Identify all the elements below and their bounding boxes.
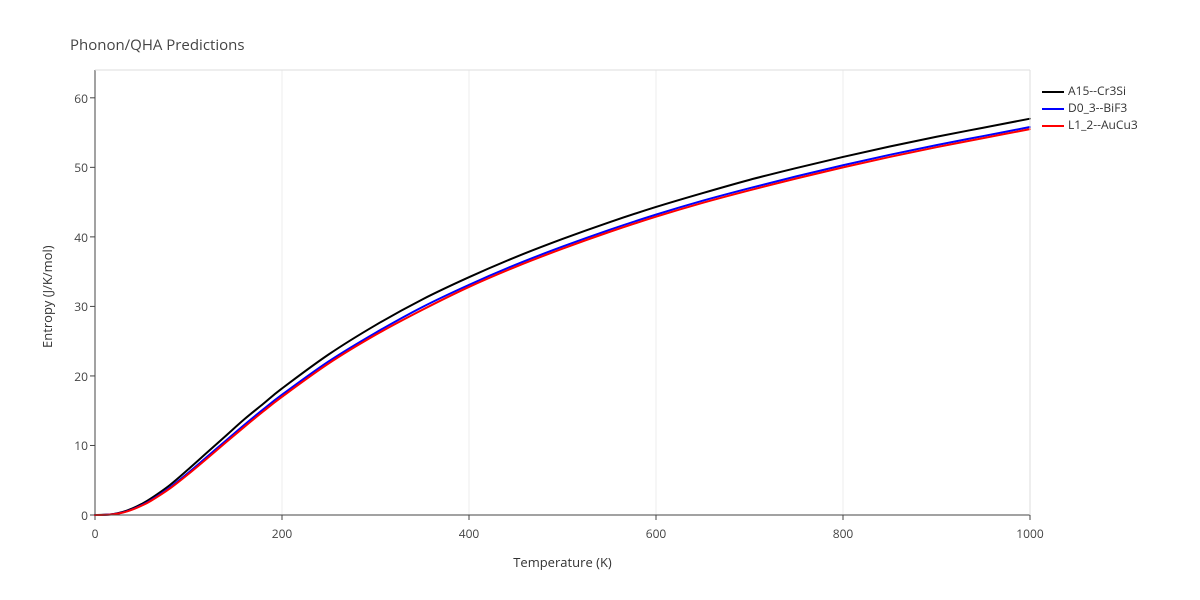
- y-axis-label: Entropy (J/K/mol): [38, 245, 56, 348]
- y-tick-label: 10: [60, 437, 88, 454]
- y-tick-label: 30: [60, 298, 88, 315]
- x-tick-label: 600: [641, 525, 671, 542]
- x-tick-label: 0: [80, 525, 110, 542]
- x-tick-label: 800: [828, 525, 858, 542]
- legend-label: A15--Cr3Si: [1068, 82, 1126, 99]
- y-tick-label: 20: [60, 368, 88, 385]
- x-tick-label: 1000: [1015, 525, 1045, 542]
- chart-plot-area: [0, 0, 1200, 600]
- legend-swatch: [1042, 91, 1064, 93]
- legend-label: L1_2--AuCu3: [1068, 116, 1138, 133]
- legend-swatch: [1042, 125, 1064, 127]
- x-tick-label: 200: [267, 525, 297, 542]
- y-tick-label: 0: [60, 507, 88, 524]
- y-tick-label: 50: [60, 159, 88, 176]
- legend-label: D0_3--BiF3: [1068, 99, 1127, 116]
- y-tick-label: 60: [60, 90, 88, 107]
- y-tick-label: 40: [60, 229, 88, 246]
- legend-item[interactable]: D0_3--BiF3: [1042, 99, 1127, 116]
- legend-item[interactable]: A15--Cr3Si: [1042, 82, 1126, 99]
- chart-container: Phonon/QHA Predictions Temperature (K) E…: [0, 0, 1200, 600]
- x-axis-label: Temperature (K): [503, 553, 623, 571]
- legend-item[interactable]: L1_2--AuCu3: [1042, 116, 1138, 133]
- legend-swatch: [1042, 108, 1064, 110]
- x-tick-label: 400: [454, 525, 484, 542]
